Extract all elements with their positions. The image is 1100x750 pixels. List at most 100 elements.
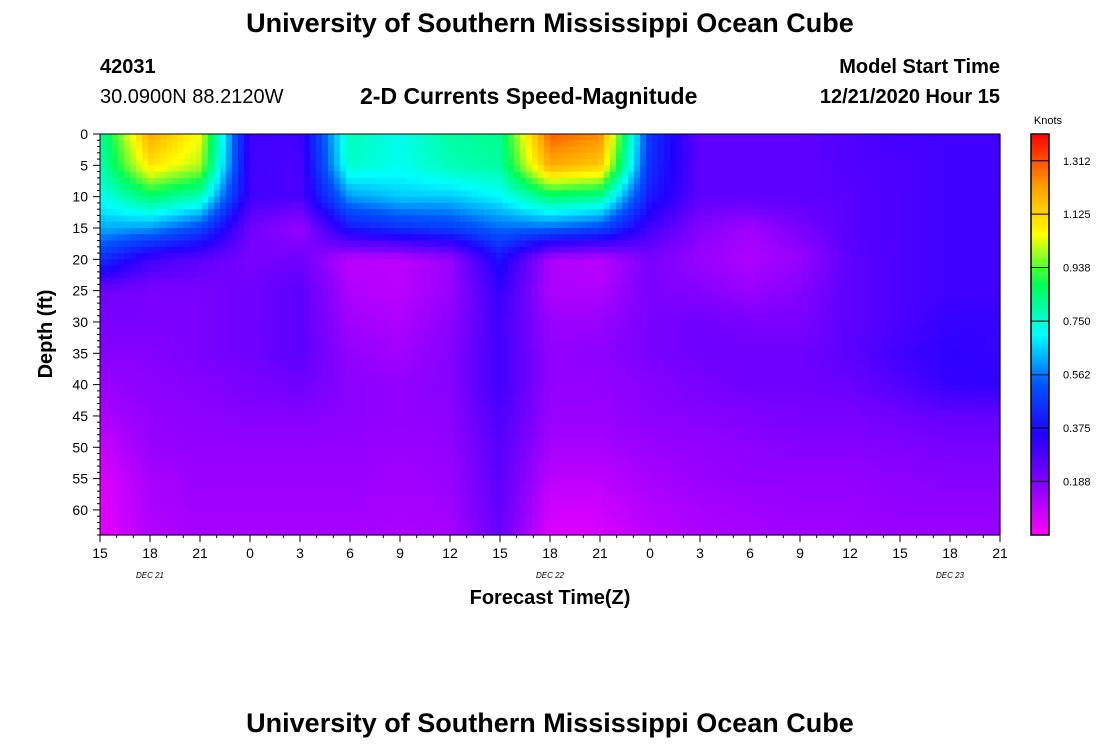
- heatmap-cell: [346, 296, 353, 304]
- heatmap-cell: [718, 202, 725, 210]
- heatmap-cell: [130, 190, 137, 198]
- heatmap-cell: [190, 177, 197, 185]
- heatmap-cell: [238, 296, 245, 304]
- heatmap-cell: [100, 177, 107, 185]
- heatmap-cell: [724, 290, 731, 298]
- heatmap-cell: [994, 315, 1001, 323]
- heatmap-cell: [610, 152, 617, 160]
- heatmap-cell: [352, 265, 359, 273]
- heatmap-cell: [664, 290, 671, 298]
- heatmap-cell: [604, 159, 611, 166]
- heatmap-cell: [706, 234, 713, 242]
- heatmap-cell: [724, 284, 731, 292]
- heatmap-cell: [808, 152, 815, 160]
- heatmap-cell: [364, 309, 371, 317]
- heatmap-cell: [970, 159, 977, 166]
- heatmap-cell: [646, 227, 653, 235]
- heatmap-cell: [454, 227, 461, 235]
- heatmap-cell: [364, 190, 371, 198]
- heatmap-cell: [460, 140, 467, 148]
- heatmap-cell: [154, 296, 161, 304]
- heatmap-cell: [898, 202, 905, 210]
- heatmap-cell: [862, 227, 869, 235]
- heatmap-cell: [562, 196, 569, 204]
- heatmap-cell: [778, 296, 785, 304]
- heatmap-cell: [340, 215, 347, 223]
- heatmap-cell: [610, 227, 617, 235]
- heatmap-cell: [700, 259, 707, 267]
- heatmap-cell: [712, 196, 719, 204]
- heatmap-cell: [490, 202, 497, 210]
- heatmap-cell: [388, 309, 395, 317]
- heatmap-cell: [754, 152, 761, 160]
- heatmap-cell: [142, 271, 149, 279]
- heatmap-cell: [184, 321, 191, 329]
- heatmap-cell: [616, 284, 623, 292]
- heatmap-cell: [778, 227, 785, 235]
- heatmap-cell: [766, 334, 773, 342]
- heatmap-cell: [340, 328, 347, 336]
- heatmap-cell: [994, 321, 1001, 329]
- heatmap-cell: [748, 315, 755, 323]
- heatmap-cell: [364, 171, 371, 179]
- heatmap-cell: [358, 209, 365, 217]
- heatmap-cell: [880, 146, 887, 154]
- heatmap-cell: [316, 340, 323, 348]
- heatmap-cell: [100, 290, 107, 298]
- heatmap-cell: [742, 221, 749, 229]
- heatmap-cell: [622, 134, 629, 141]
- heatmap-cell: [520, 315, 527, 323]
- heatmap-cell: [424, 171, 431, 179]
- heatmap-cell: [790, 321, 797, 329]
- heatmap-cell: [832, 146, 839, 154]
- heatmap-cell: [262, 165, 269, 173]
- heatmap-cell: [712, 165, 719, 173]
- heatmap-cell: [556, 309, 563, 317]
- heatmap-cell: [772, 234, 779, 242]
- heatmap-cell: [460, 177, 467, 185]
- heatmap-cell: [844, 296, 851, 304]
- heatmap-cell: [364, 134, 371, 141]
- heatmap-cell: [382, 152, 389, 160]
- heatmap-cell: [742, 134, 749, 141]
- heatmap-cell: [628, 321, 635, 329]
- heatmap-cell: [658, 321, 665, 329]
- heatmap-cell: [154, 290, 161, 298]
- heatmap-cell: [304, 328, 311, 336]
- heatmap-cell: [634, 290, 641, 298]
- heatmap-cell: [124, 215, 131, 223]
- heatmap-cell: [460, 328, 467, 336]
- heatmap-cell: [244, 227, 251, 235]
- heatmap-cell: [556, 146, 563, 154]
- heatmap-cell: [340, 334, 347, 342]
- heatmap-cell: [796, 209, 803, 217]
- heatmap-cell: [886, 290, 893, 298]
- heatmap-cell: [580, 146, 587, 154]
- heatmap-cell: [160, 152, 167, 160]
- heatmap-cell: [106, 315, 113, 323]
- heatmap-cell: [430, 234, 437, 242]
- heatmap-cell: [532, 134, 539, 141]
- heatmap-cell: [808, 246, 815, 254]
- heatmap-cell: [394, 171, 401, 179]
- heatmap-cell: [334, 140, 341, 148]
- heatmap-cell: [562, 171, 569, 179]
- heatmap-cell: [106, 134, 113, 141]
- heatmap-cell: [364, 246, 371, 254]
- heatmap-cell: [772, 202, 779, 210]
- heatmap-cell: [184, 340, 191, 348]
- heatmap-cell: [586, 246, 593, 254]
- heatmap-cell: [502, 271, 509, 279]
- heatmap-cell: [106, 303, 113, 311]
- heatmap-cell: [604, 271, 611, 279]
- heatmap-cell: [814, 303, 821, 311]
- heatmap-cell: [874, 284, 881, 292]
- heatmap-cell: [652, 165, 659, 173]
- heatmap-cell: [424, 321, 431, 329]
- heatmap-cell: [442, 259, 449, 267]
- heatmap-cell: [130, 328, 137, 336]
- heatmap-cell: [610, 146, 617, 154]
- heatmap-cell: [112, 259, 119, 267]
- heatmap-cell: [436, 253, 443, 260]
- heatmap-cell: [736, 171, 743, 179]
